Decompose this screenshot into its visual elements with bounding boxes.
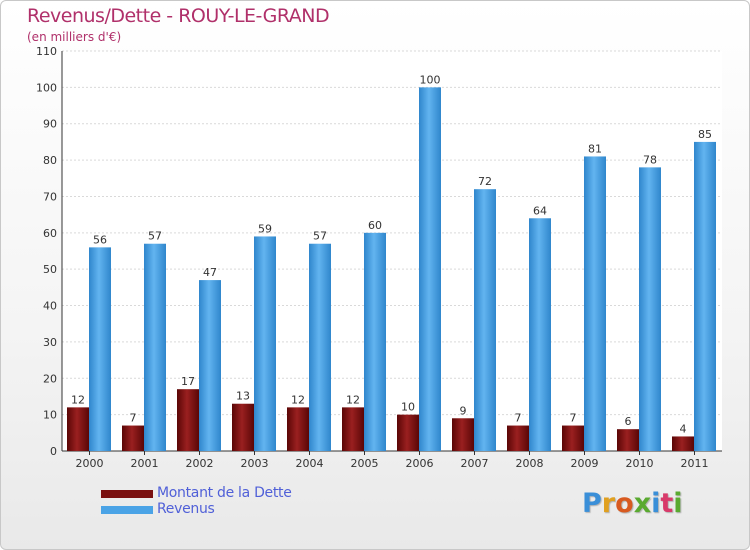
y-tick-label: 50 xyxy=(43,263,57,276)
legend-swatch-revenus xyxy=(101,506,153,514)
x-tick-label: 2006 xyxy=(406,457,434,470)
y-tick-label: 80 xyxy=(43,154,57,167)
plot-area xyxy=(62,51,722,451)
legend-swatch-dette xyxy=(101,490,153,498)
data-label: 78 xyxy=(643,153,657,166)
x-tick-label: 2001 xyxy=(131,457,159,470)
x-tick-label: 2002 xyxy=(186,457,214,470)
data-label: 6 xyxy=(625,415,632,428)
bar-dette xyxy=(342,407,364,451)
x-tick-label: 2005 xyxy=(351,457,379,470)
logo-letter: t xyxy=(660,488,674,519)
bar-revenus xyxy=(254,236,276,451)
chart-subtitle: (en milliers d'€) xyxy=(27,30,122,44)
data-label: 7 xyxy=(515,412,522,425)
x-tick-label: 2004 xyxy=(296,457,324,470)
bar-revenus xyxy=(474,189,496,451)
data-label: 81 xyxy=(588,142,602,155)
bar-dette xyxy=(562,425,584,451)
x-tick-label: 2000 xyxy=(76,457,104,470)
y-tick-label: 70 xyxy=(43,190,57,203)
logo-letter: P xyxy=(582,488,602,519)
data-label: 10 xyxy=(401,401,415,414)
data-label: 7 xyxy=(570,412,577,425)
data-label: 9 xyxy=(460,404,467,417)
bar-dette xyxy=(287,407,309,451)
data-label: 7 xyxy=(130,412,137,425)
data-label: 100 xyxy=(420,73,441,86)
logo-letter: i xyxy=(651,488,661,519)
bar-revenus xyxy=(694,141,716,451)
legend-label-revenus: Revenus xyxy=(157,501,215,517)
bar-dette xyxy=(67,407,89,451)
data-label: 72 xyxy=(478,175,492,188)
data-label: 13 xyxy=(236,390,250,403)
bar-dette xyxy=(507,425,529,451)
y-tick-label: 30 xyxy=(43,336,57,349)
x-tick-label: 2003 xyxy=(241,457,269,470)
data-label: 64 xyxy=(533,204,547,217)
data-label: 17 xyxy=(181,375,195,388)
y-tick-label: 110 xyxy=(36,45,57,58)
bar-revenus xyxy=(584,156,606,452)
y-tick-label: 100 xyxy=(36,81,57,94)
logo-letter: x xyxy=(633,488,652,519)
logo-letter: r xyxy=(601,488,616,519)
bar-revenus xyxy=(419,87,441,451)
y-tick-label: 40 xyxy=(43,300,57,313)
data-label: 12 xyxy=(291,393,305,406)
data-label: 56 xyxy=(93,233,107,246)
data-label: 60 xyxy=(368,219,382,232)
bar-revenus xyxy=(364,232,386,451)
y-tick-label: 0 xyxy=(50,445,57,458)
bar-revenus xyxy=(89,247,111,451)
bar-revenus xyxy=(639,167,661,451)
data-label: 12 xyxy=(71,393,85,406)
y-tick-label: 90 xyxy=(43,118,57,131)
x-tick-label: 2008 xyxy=(516,457,544,470)
x-tick-label: 2007 xyxy=(461,457,489,470)
bar-revenus xyxy=(144,243,166,451)
bar-dette xyxy=(122,425,144,451)
data-label: 57 xyxy=(313,230,327,243)
data-label: 57 xyxy=(148,230,162,243)
bar-revenus xyxy=(529,218,551,451)
bar-dette xyxy=(397,414,419,451)
data-label: 85 xyxy=(698,128,712,141)
bar-dette xyxy=(452,418,474,451)
x-tick-label: 2011 xyxy=(681,457,709,470)
proxiti-logo: Proxiti xyxy=(582,488,683,519)
x-tick-label: 2010 xyxy=(626,457,654,470)
bar-revenus xyxy=(309,243,331,451)
y-tick-label: 60 xyxy=(43,227,57,240)
chart-title: Revenus/Dette - ROUY-LE-GRAND xyxy=(27,5,330,27)
bar-dette xyxy=(672,436,694,451)
y-tick-label: 20 xyxy=(43,372,57,385)
data-label: 47 xyxy=(203,266,217,279)
logo-letter: i xyxy=(673,488,683,519)
data-label: 12 xyxy=(346,393,360,406)
bar-dette xyxy=(617,429,639,451)
legend-label-dette: Montant de la Dette xyxy=(157,485,292,501)
bar-revenus xyxy=(199,280,221,451)
data-label: 4 xyxy=(680,422,687,435)
logo-letter: o xyxy=(615,488,634,519)
bar-dette xyxy=(177,389,199,451)
data-label: 59 xyxy=(258,222,272,235)
y-tick-label: 10 xyxy=(43,409,57,422)
bar-dette xyxy=(232,403,254,451)
x-tick-label: 2009 xyxy=(571,457,599,470)
